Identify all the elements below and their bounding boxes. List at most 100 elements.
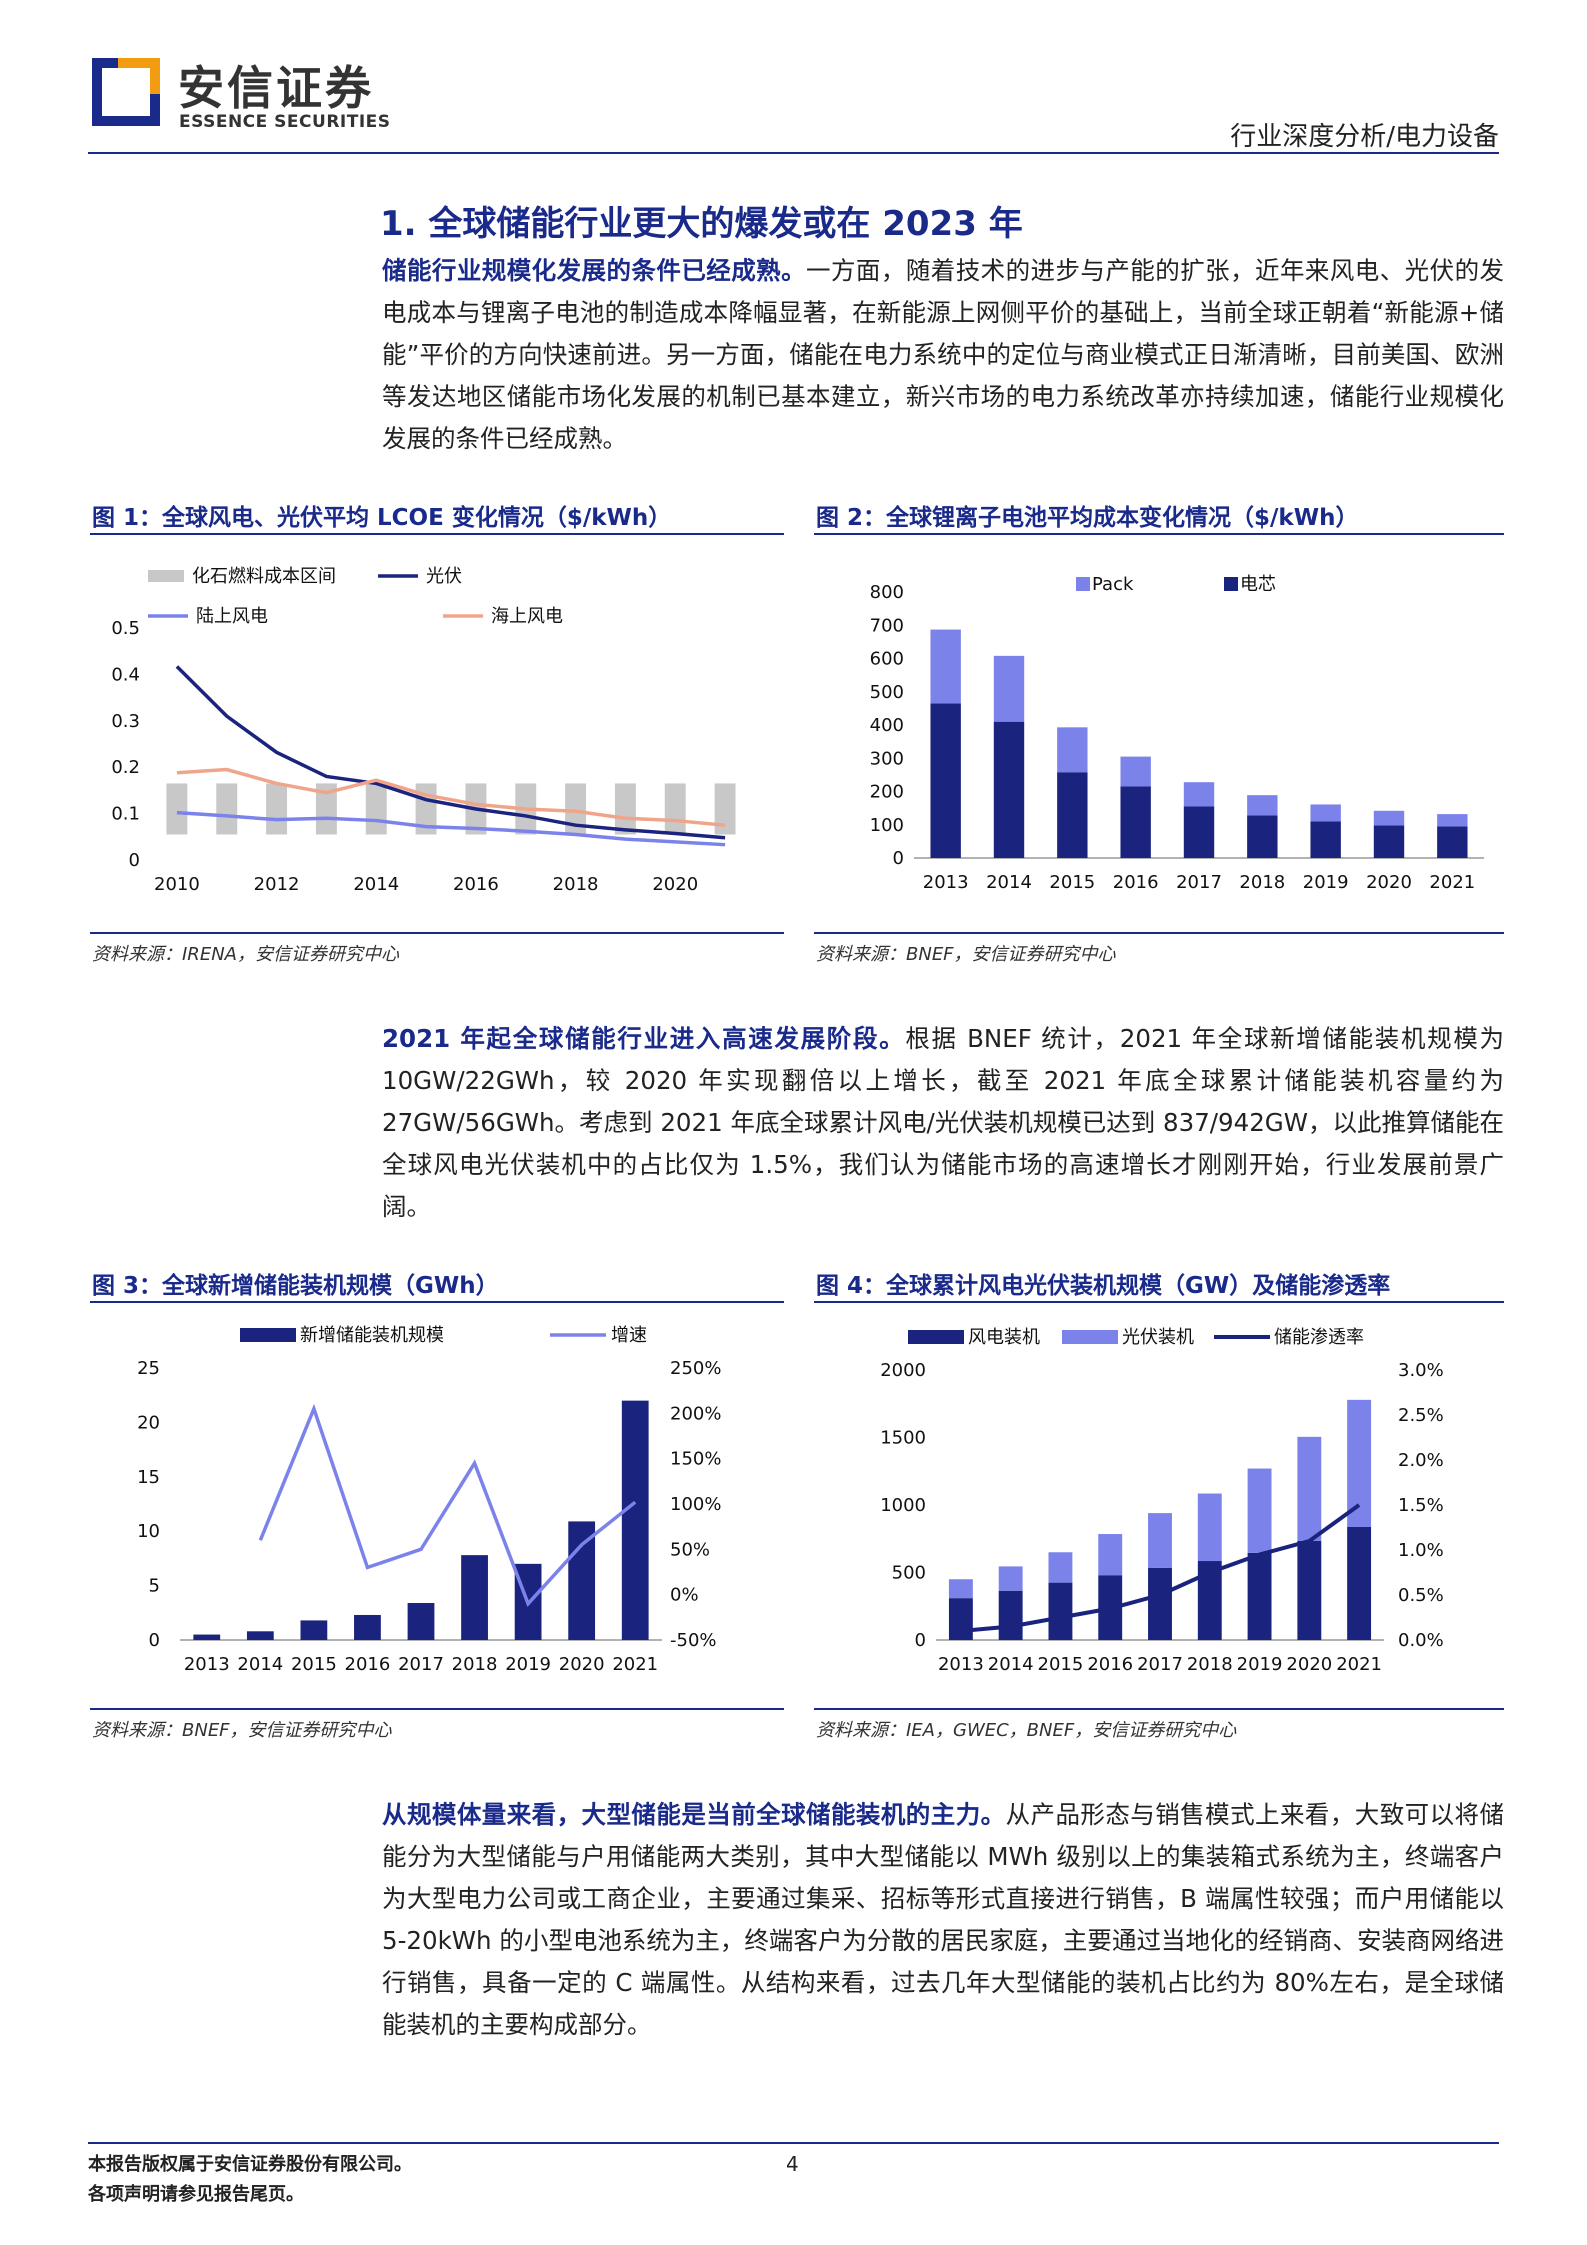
series-line <box>175 665 726 840</box>
y2-tick-label: 0% <box>670 1585 699 1606</box>
bar-wind <box>998 1590 1023 1640</box>
x-tick-label: 2015 <box>291 1654 337 1675</box>
legend-label: Pack <box>1092 574 1134 595</box>
bar-cell <box>1183 806 1215 858</box>
bar-solar <box>1098 1534 1123 1576</box>
series-line <box>176 767 726 827</box>
fig3-source: 资料来源：BNEF，安信证券研究中心 <box>92 1720 392 1741</box>
x-tick-label: 2018 <box>452 1654 498 1675</box>
legend-swatch <box>240 1328 296 1342</box>
y-tick-label: 15 <box>137 1467 160 1488</box>
x-tick-label: 2013 <box>923 872 969 893</box>
x-tick-label: 2017 <box>1176 872 1222 893</box>
bar <box>568 1521 596 1640</box>
paragraph-2-lead: 2021 年起全球储能行业进入高速发展阶段。 <box>382 1024 906 1053</box>
x-tick-label: 2016 <box>1113 872 1159 893</box>
y-tick-label: 0 <box>129 850 140 871</box>
bar-pack <box>1247 795 1278 816</box>
x-tick-label: 2018 <box>1239 872 1285 893</box>
fig4-wind-solar-chart: 0 500 1000 1500 2000 0.0% 0.5% 1.0% 1.5% 2.0% 2.5%… <box>880 1327 1444 1675</box>
x-tick-label: 2014 <box>988 1654 1034 1675</box>
x-tick-label: 2012 <box>254 874 300 895</box>
bar-pack <box>1120 756 1151 787</box>
x-tick-label: 2014 <box>986 872 1032 893</box>
y2-tick-label: 100% <box>670 1494 721 1515</box>
band-bar <box>664 783 686 835</box>
bar <box>461 1555 488 1640</box>
bar <box>246 1631 274 1640</box>
x-tick-label: 2015 <box>1049 872 1095 893</box>
y-tick-label: 0.4 <box>111 664 140 685</box>
x-tick-label: 2018 <box>1187 1654 1233 1675</box>
bar-solar <box>998 1566 1023 1591</box>
band-bar <box>614 783 636 835</box>
band-bar <box>714 783 736 835</box>
paragraph-1-lead: 储能行业规模化发展的条件已经成熟。 <box>382 256 807 285</box>
header-divider <box>88 152 1499 154</box>
y-tick-label: 0.5 <box>111 618 140 639</box>
logo-text-cn: 安信证券 <box>178 61 374 115</box>
band-bar <box>315 783 337 835</box>
fig2-top-rule <box>814 533 1504 535</box>
legend-label: 风电装机 <box>968 1327 1040 1348</box>
y-tick-label: 2000 <box>880 1360 926 1381</box>
x-tick-label: 2013 <box>184 1654 230 1675</box>
section-title: 1. 全球储能行业更大的爆发或在 2023 年 <box>380 204 1023 244</box>
legend-swatch <box>908 1330 964 1344</box>
x-tick-label: 2016 <box>1087 1654 1133 1675</box>
fig4-source: 资料来源：IEA，GWEC，BNEF，安信证券研究中心 <box>816 1720 1237 1741</box>
y2-tick-label: 1.0% <box>1398 1540 1444 1561</box>
legend-label: 化石燃料成本区间 <box>192 566 336 587</box>
paragraph-1: 储能行业规模化发展的条件已经成熟。一方面，随着技术的进步与产能的扩张，近年来风电… <box>382 250 1504 460</box>
footer-divider <box>88 2142 1499 2144</box>
y-tick-label: 500 <box>870 682 904 703</box>
bar-solar <box>1347 1399 1372 1528</box>
x-tick-label: 2019 <box>1303 872 1349 893</box>
footer-disclaimer: 各项声明请参见报告尾页。 <box>88 2184 304 2205</box>
x-tick-label: 2016 <box>345 1654 391 1675</box>
fig1-source: 资料来源：IRENA，安信证券研究中心 <box>92 944 399 965</box>
fig2-bottom-rule <box>814 932 1504 934</box>
bar <box>407 1603 435 1640</box>
y-tick-label: 0 <box>893 848 904 869</box>
y2-tick-label: 2.0% <box>1398 1450 1444 1471</box>
bar-wind <box>948 1598 973 1640</box>
bar-cell <box>1247 815 1278 858</box>
bar-solar <box>1048 1552 1073 1583</box>
fig3-storage-install-chart: 0 5 10 15 20 25 -50% 0% 50% 100% 150% 200% 250% 2013 2… <box>137 1325 721 1675</box>
bar-cell <box>1310 821 1341 858</box>
fig3-title: 图 3：全球新增储能装机规模（GWh） <box>92 1273 499 1299</box>
x-tick-label: 2020 <box>652 874 698 895</box>
bar-cell <box>1437 826 1468 858</box>
fig3-top-rule <box>90 1301 784 1303</box>
fig1-lcoe-chart: 0 0.1 0.2 0.3 0.4 0.5 2010 2012 2014 2016 2018 2020… <box>111 566 736 895</box>
x-tick-label: 2016 <box>453 874 499 895</box>
fig4-top-rule <box>814 1301 1504 1303</box>
band-bar <box>365 783 387 835</box>
bar-solar <box>1297 1436 1322 1541</box>
paragraph-3-lead: 从规模体量来看，大型储能是当前全球储能装机的主力。 <box>382 1800 1006 1829</box>
x-tick-label: 2014 <box>237 1654 283 1675</box>
y-tick-label: 500 <box>892 1563 926 1584</box>
legend-label: 电芯 <box>1240 574 1276 595</box>
y2-tick-label: 3.0% <box>1398 1360 1444 1381</box>
bar-wind <box>1297 1540 1322 1640</box>
x-tick-label: 2018 <box>553 874 599 895</box>
bar-pack <box>930 629 961 704</box>
y2-tick-label: 0.0% <box>1398 1630 1444 1651</box>
fig1-top-rule <box>90 533 784 535</box>
band-bar <box>565 783 587 835</box>
legend-label: 新增储能装机规模 <box>300 1325 444 1346</box>
paragraph-2-body: 根据 BNEF 统计，2021 年全球新增储能装机规模为 10GW/22GWh，… <box>382 1024 1505 1221</box>
y2-tick-label: 1.5% <box>1398 1495 1444 1516</box>
y-tick-label: 1500 <box>880 1428 926 1449</box>
logo-text-en: ESSENCE SECURITIES <box>179 112 391 132</box>
x-tick-label: 2021 <box>612 1654 658 1675</box>
y-tick-label: 600 <box>870 649 904 670</box>
x-tick-label: 2019 <box>505 1654 551 1675</box>
fig1-title: 图 1：全球风电、光伏平均 LCOE 变化情况（$/kWh） <box>92 505 672 531</box>
bar <box>193 1634 221 1640</box>
paragraph-2: 2021 年起全球储能行业进入高速发展阶段。根据 BNEF 统计，2021 年全… <box>382 1018 1504 1228</box>
bar-pack <box>1310 804 1341 822</box>
bar-pack <box>1183 782 1215 807</box>
